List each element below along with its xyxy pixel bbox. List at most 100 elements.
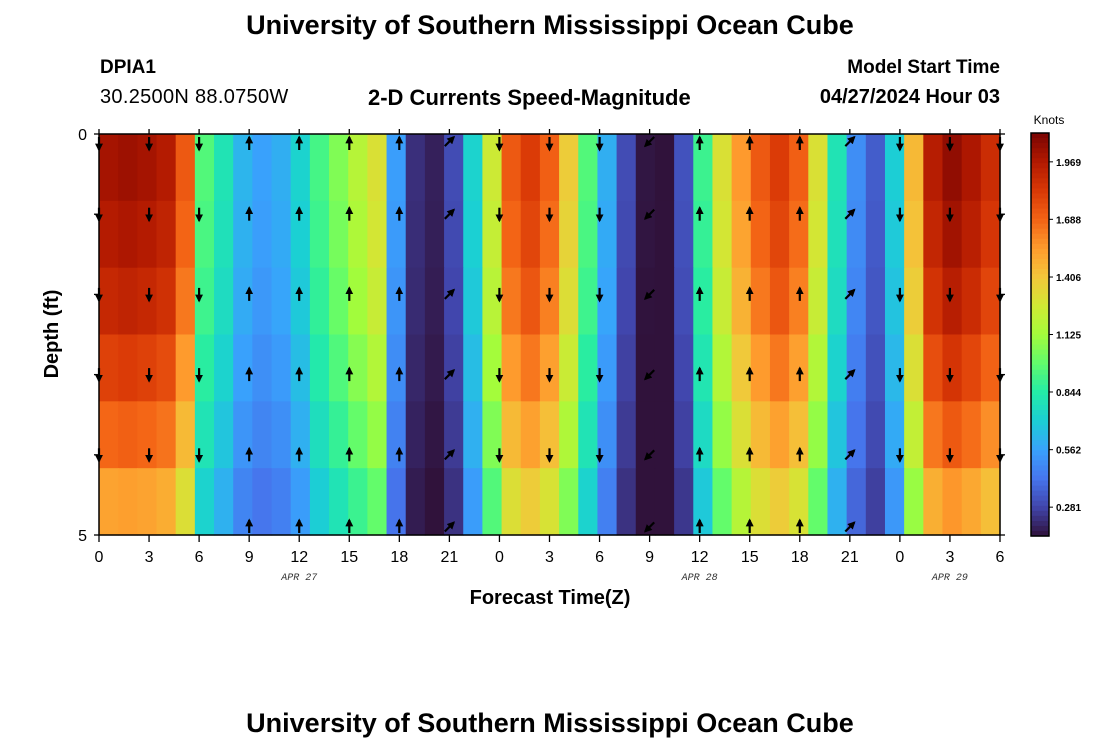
current-arrow bbox=[643, 208, 655, 220]
heatmap-cell bbox=[194, 134, 215, 202]
heatmap-cell bbox=[961, 334, 982, 402]
heatmap-cell bbox=[731, 200, 752, 269]
x-tick-label: 18 bbox=[390, 549, 408, 566]
x-axis: 0 3 6 9 12 15 18 21 0 3 6 9 12 15 18 21 0 3 6 APR 27 APR 28 A… bbox=[95, 129, 1005, 584]
heatmap-cell bbox=[444, 334, 464, 402]
model-start-label: Model Start Time bbox=[847, 57, 1000, 78]
heatmap-cell bbox=[214, 200, 234, 269]
heatmap-cell bbox=[463, 267, 483, 336]
heatmap-cell bbox=[444, 134, 464, 202]
heatmap-cell bbox=[923, 200, 944, 269]
heatmap-cell bbox=[214, 468, 234, 536]
heatmap-cell bbox=[769, 134, 790, 202]
heatmap-cell bbox=[501, 134, 522, 202]
heatmap-cell bbox=[367, 267, 388, 336]
heatmap-cell bbox=[635, 401, 656, 469]
x-tick-label: 21 bbox=[440, 549, 458, 566]
current-arrow bbox=[444, 368, 456, 380]
heatmap-cell bbox=[904, 468, 924, 536]
heatmap-cell bbox=[175, 468, 196, 536]
heatmap-cell bbox=[137, 401, 158, 469]
colorbar-segment bbox=[1031, 389, 1049, 396]
heatmap-cell bbox=[463, 401, 483, 469]
colorbar-segment bbox=[1031, 309, 1049, 315]
heatmap-cell bbox=[386, 200, 407, 269]
colorbar-segment bbox=[1031, 500, 1049, 507]
colorbar-segment bbox=[1031, 258, 1049, 265]
colorbar-segment bbox=[1031, 274, 1049, 280]
colorbar-segment bbox=[1031, 228, 1049, 235]
heatmap-cell bbox=[214, 134, 234, 202]
heatmap-cell bbox=[808, 401, 829, 469]
x-tick-label: 3 bbox=[945, 549, 954, 566]
x-tick-label: 9 bbox=[645, 549, 654, 566]
colorbar-segment bbox=[1031, 450, 1049, 456]
heatmap-cell bbox=[827, 200, 848, 269]
heatmap-cell bbox=[674, 401, 694, 469]
heatmap-cell bbox=[271, 334, 292, 402]
heatmap-cell bbox=[329, 200, 349, 269]
colorbar-segment bbox=[1031, 435, 1049, 441]
colorbar-segment bbox=[1031, 319, 1049, 326]
heatmap-cell bbox=[194, 200, 215, 269]
current-arrow bbox=[643, 136, 655, 148]
heatmap-cell bbox=[635, 334, 656, 402]
colorbar-tick-label: 1.688 bbox=[1056, 215, 1081, 226]
colorbar-segment bbox=[1031, 460, 1049, 467]
station-id: DPIA1 bbox=[100, 57, 156, 78]
colorbar-segment bbox=[1031, 193, 1049, 200]
heatmap-cell bbox=[942, 468, 963, 536]
heatmap-cell bbox=[693, 200, 714, 269]
heatmap-cell bbox=[674, 468, 694, 536]
heatmap-cell bbox=[827, 267, 848, 336]
heatmap-cell bbox=[118, 134, 138, 202]
colorbar-segment bbox=[1031, 440, 1049, 446]
colorbar-segment bbox=[1031, 515, 1049, 522]
colorbar-segment bbox=[1031, 415, 1049, 421]
chart-subtitle: 2-D Currents Speed-Magnitude bbox=[368, 85, 691, 110]
heatmap-cell bbox=[386, 401, 407, 469]
current-arrow bbox=[444, 208, 456, 220]
heatmap-cell bbox=[980, 468, 1001, 536]
heatmap-cell bbox=[827, 468, 848, 536]
colorbar-segment bbox=[1031, 178, 1049, 184]
heatmap-cell bbox=[789, 134, 809, 202]
heatmap-cell bbox=[750, 401, 771, 469]
heatmap-cell bbox=[156, 200, 177, 269]
x-tick-label: 15 bbox=[340, 549, 358, 566]
heatmap-cell bbox=[463, 200, 483, 269]
heatmap-cell bbox=[194, 267, 215, 336]
heatmap-cell bbox=[367, 401, 388, 469]
current-arrow bbox=[444, 449, 456, 461]
heatmap-cell bbox=[923, 401, 944, 469]
heatmap-cell bbox=[693, 134, 714, 202]
colorbar-segment bbox=[1031, 218, 1049, 225]
colorbar-segment bbox=[1031, 233, 1049, 240]
heatmap-cell bbox=[712, 134, 733, 202]
heatmap-cells bbox=[99, 134, 1001, 536]
heatmap-cell bbox=[769, 334, 790, 402]
heatmap-cell bbox=[616, 468, 637, 536]
heatmap-cell bbox=[769, 401, 790, 469]
heatmap-cell bbox=[980, 200, 1001, 269]
heatmap-cell bbox=[559, 134, 579, 202]
heatmap-cell bbox=[252, 334, 273, 402]
heatmap-cell bbox=[789, 200, 809, 269]
heatmap-cell bbox=[654, 468, 675, 536]
heatmap-cell bbox=[520, 468, 541, 536]
heatmap-cell bbox=[520, 334, 541, 402]
heatmap-cell bbox=[271, 468, 292, 536]
y-axis: 05 bbox=[78, 127, 1005, 545]
colorbar-segment bbox=[1031, 168, 1049, 174]
x-tick-label: 18 bbox=[791, 549, 809, 566]
heatmap-cell bbox=[980, 267, 1001, 336]
heatmap-cell bbox=[731, 134, 752, 202]
colorbar-tick-label: 1.406 bbox=[1056, 273, 1081, 284]
heatmap-cell bbox=[309, 468, 330, 536]
heatmap-cell bbox=[712, 200, 733, 269]
heatmap-cell bbox=[904, 267, 924, 336]
heatmap-cell bbox=[405, 334, 426, 402]
heatmap-cell bbox=[808, 468, 829, 536]
heatmap-cell bbox=[386, 334, 407, 402]
heatmap-cell bbox=[290, 267, 311, 336]
